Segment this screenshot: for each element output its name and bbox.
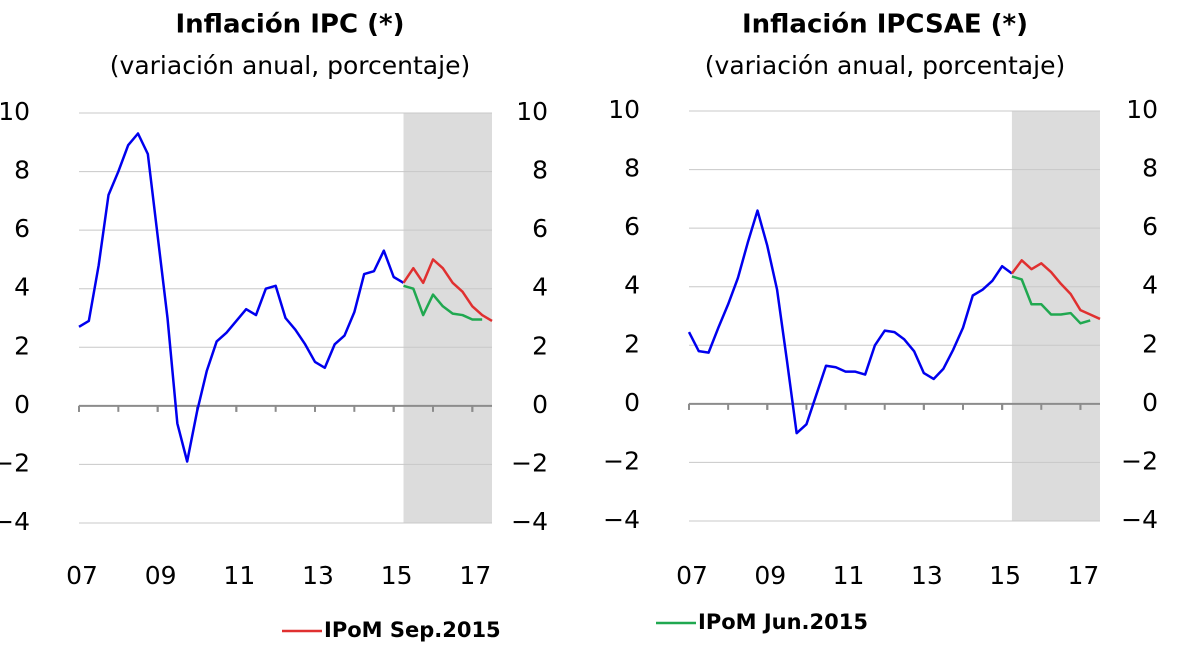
chart-subtitle: (variación anual, porcentaje) <box>110 51 470 80</box>
y-tick-label: −2 <box>603 446 640 475</box>
y-tick-label: 2 <box>14 331 30 360</box>
y-tick-label: 2 <box>624 329 640 358</box>
y-tick-label: 6 <box>624 212 640 241</box>
y2-tick-label: −2 <box>511 448 548 477</box>
y2-tick-label: −2 <box>1121 446 1158 475</box>
x-tick-label: 15 <box>989 561 1021 590</box>
x-tick-label: 09 <box>754 561 786 590</box>
y-tick-label: 8 <box>624 154 640 183</box>
chart-subtitle: (variación anual, porcentaje) <box>705 51 1065 80</box>
y2-tick-label: 6 <box>532 214 548 243</box>
x-tick-label: 13 <box>911 561 943 590</box>
x-tick-label: 15 <box>381 561 413 590</box>
y-tick-label: 4 <box>14 273 30 302</box>
y2-tick-label: 2 <box>532 331 548 360</box>
line-series <box>402 258 493 323</box>
forecast-shade <box>403 113 492 523</box>
y-tick-label: −4 <box>603 505 640 534</box>
y2-tick-label: 0 <box>1142 388 1158 417</box>
y2-tick-label: −4 <box>511 507 548 536</box>
x-tick-label: 11 <box>833 561 865 590</box>
line-series <box>1011 275 1091 325</box>
y-tick-label: 0 <box>624 388 640 417</box>
x-tick-label: 07 <box>676 561 708 590</box>
y-tick-label: 8 <box>14 156 30 185</box>
line-series <box>1010 259 1101 321</box>
y2-tick-label: 2 <box>1142 329 1158 358</box>
y-tick-label: 4 <box>624 271 640 300</box>
forecast-shade <box>1011 111 1100 521</box>
y2-tick-label: 8 <box>532 156 548 185</box>
y-tick-label: −4 <box>0 507 30 536</box>
line-series <box>78 132 405 463</box>
y-tick-label: 10 <box>608 95 640 124</box>
chart-title: Inflación IPC (*) <box>176 10 405 40</box>
y2-tick-label: −4 <box>1121 505 1158 534</box>
y-tick-label: 0 <box>14 390 30 419</box>
y-tick-label: 10 <box>0 97 30 126</box>
y-tick-label: 6 <box>14 214 30 243</box>
chart-title: Inflación IPCSAE (*) <box>742 10 1028 40</box>
legend-label: IPoM Jun.2015 <box>698 610 868 634</box>
x-tick-label: 07 <box>66 561 98 590</box>
y2-tick-label: 4 <box>1142 271 1158 300</box>
y2-tick-label: 0 <box>532 390 548 419</box>
x-tick-label: 17 <box>459 561 491 590</box>
x-tick-label: 09 <box>145 561 177 590</box>
y2-tick-label: 4 <box>532 273 548 302</box>
x-tick-label: 11 <box>223 561 255 590</box>
y2-tick-label: 6 <box>1142 212 1158 241</box>
x-tick-label: 13 <box>302 561 334 590</box>
x-tick-label: 17 <box>1068 561 1100 590</box>
y2-tick-label: 8 <box>1142 154 1158 183</box>
y2-tick-label: 10 <box>1126 95 1158 124</box>
y-tick-label: −2 <box>0 448 30 477</box>
line-series <box>687 209 1013 435</box>
y2-tick-label: 10 <box>516 97 548 126</box>
legend-label: IPoM Sep.2015 <box>324 618 501 642</box>
line-series <box>403 284 483 321</box>
